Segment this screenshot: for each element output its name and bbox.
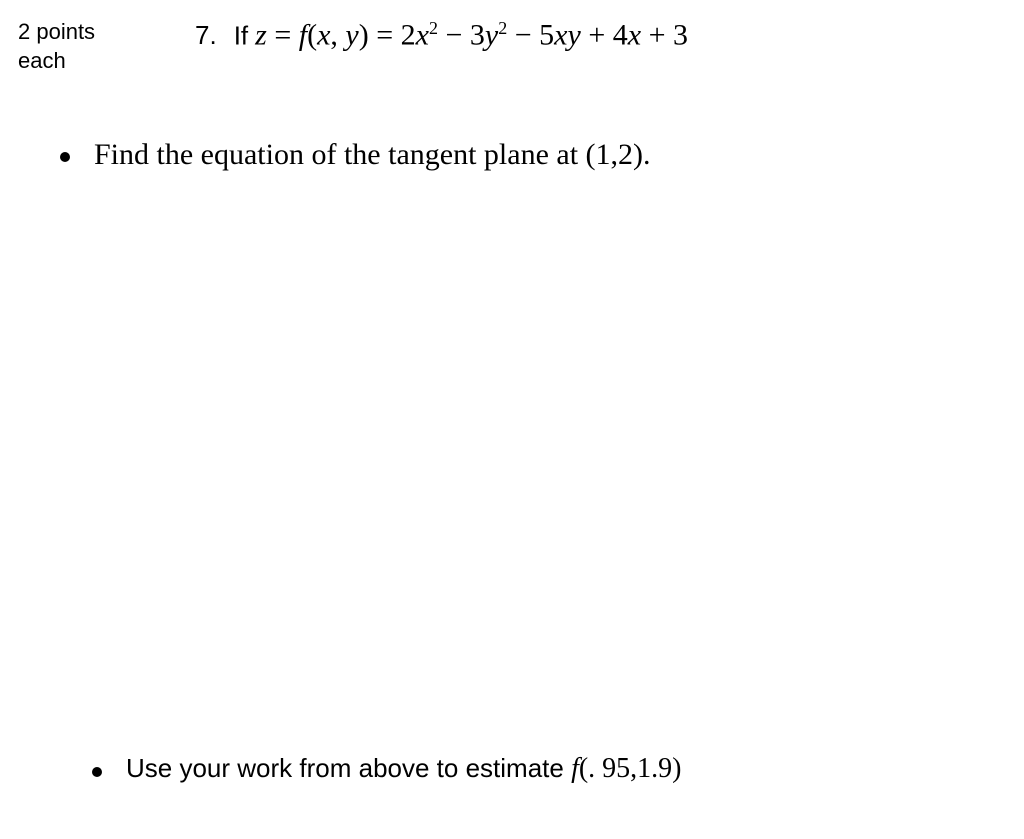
minus2: − (507, 18, 539, 51)
bullet-2-text: Use your work from above to estimate (126, 753, 571, 783)
bullet-1-text: Find the equation of the tangent plane a… (94, 138, 586, 171)
term2-exp: 2 (498, 18, 507, 38)
term3-var2: y (568, 18, 581, 51)
minus1: − (438, 18, 470, 51)
bullet-2-math-f: f (571, 753, 579, 784)
term3-var1: x (554, 18, 567, 51)
term1-coef: 2 (401, 18, 416, 51)
question-header: 7. If z = f(x, y) = 2x2 − 3y2 − 5xy + 4x… (195, 18, 688, 52)
comma: , (330, 18, 345, 51)
bullet-dot-icon (92, 767, 102, 777)
bullet-2-content: Use your work from above to estimate f(.… (126, 753, 682, 785)
points-label: 2 points each (18, 18, 95, 75)
math-z: z (255, 18, 267, 51)
points-line1: 2 points (18, 18, 95, 47)
bullet-2-point: (. 95,1.9) (579, 753, 682, 784)
term4-coef: 4 (613, 18, 628, 51)
question-number: 7. (195, 20, 217, 50)
bullet-1-content: Find the equation of the tangent plane a… (94, 138, 651, 172)
eq1: = (267, 18, 299, 51)
term3-coef: 5 (539, 18, 554, 51)
paren-close: ) (359, 18, 369, 51)
plus1: + (581, 18, 613, 51)
term5: 3 (673, 18, 688, 51)
term1-exp: 2 (429, 18, 438, 38)
term1-var: x (416, 18, 429, 51)
points-line2: each (18, 47, 95, 76)
bullet-item-2: Use your work from above to estimate f(.… (92, 753, 682, 785)
bullet-dot-icon (60, 152, 70, 162)
term4-var: x (628, 18, 641, 51)
term2-var: y (485, 18, 498, 51)
question-prefix: If (234, 20, 248, 50)
math-x: x (317, 18, 330, 51)
math-f: f (299, 18, 307, 51)
plus2: + (641, 18, 673, 51)
paren-open: ( (307, 18, 317, 51)
bullet-1-point: (1,2). (586, 138, 651, 171)
bullet-item-1: Find the equation of the tangent plane a… (60, 138, 651, 172)
eq2: = (369, 18, 401, 51)
math-y: y (345, 18, 358, 51)
term2-coef: 3 (470, 18, 485, 51)
